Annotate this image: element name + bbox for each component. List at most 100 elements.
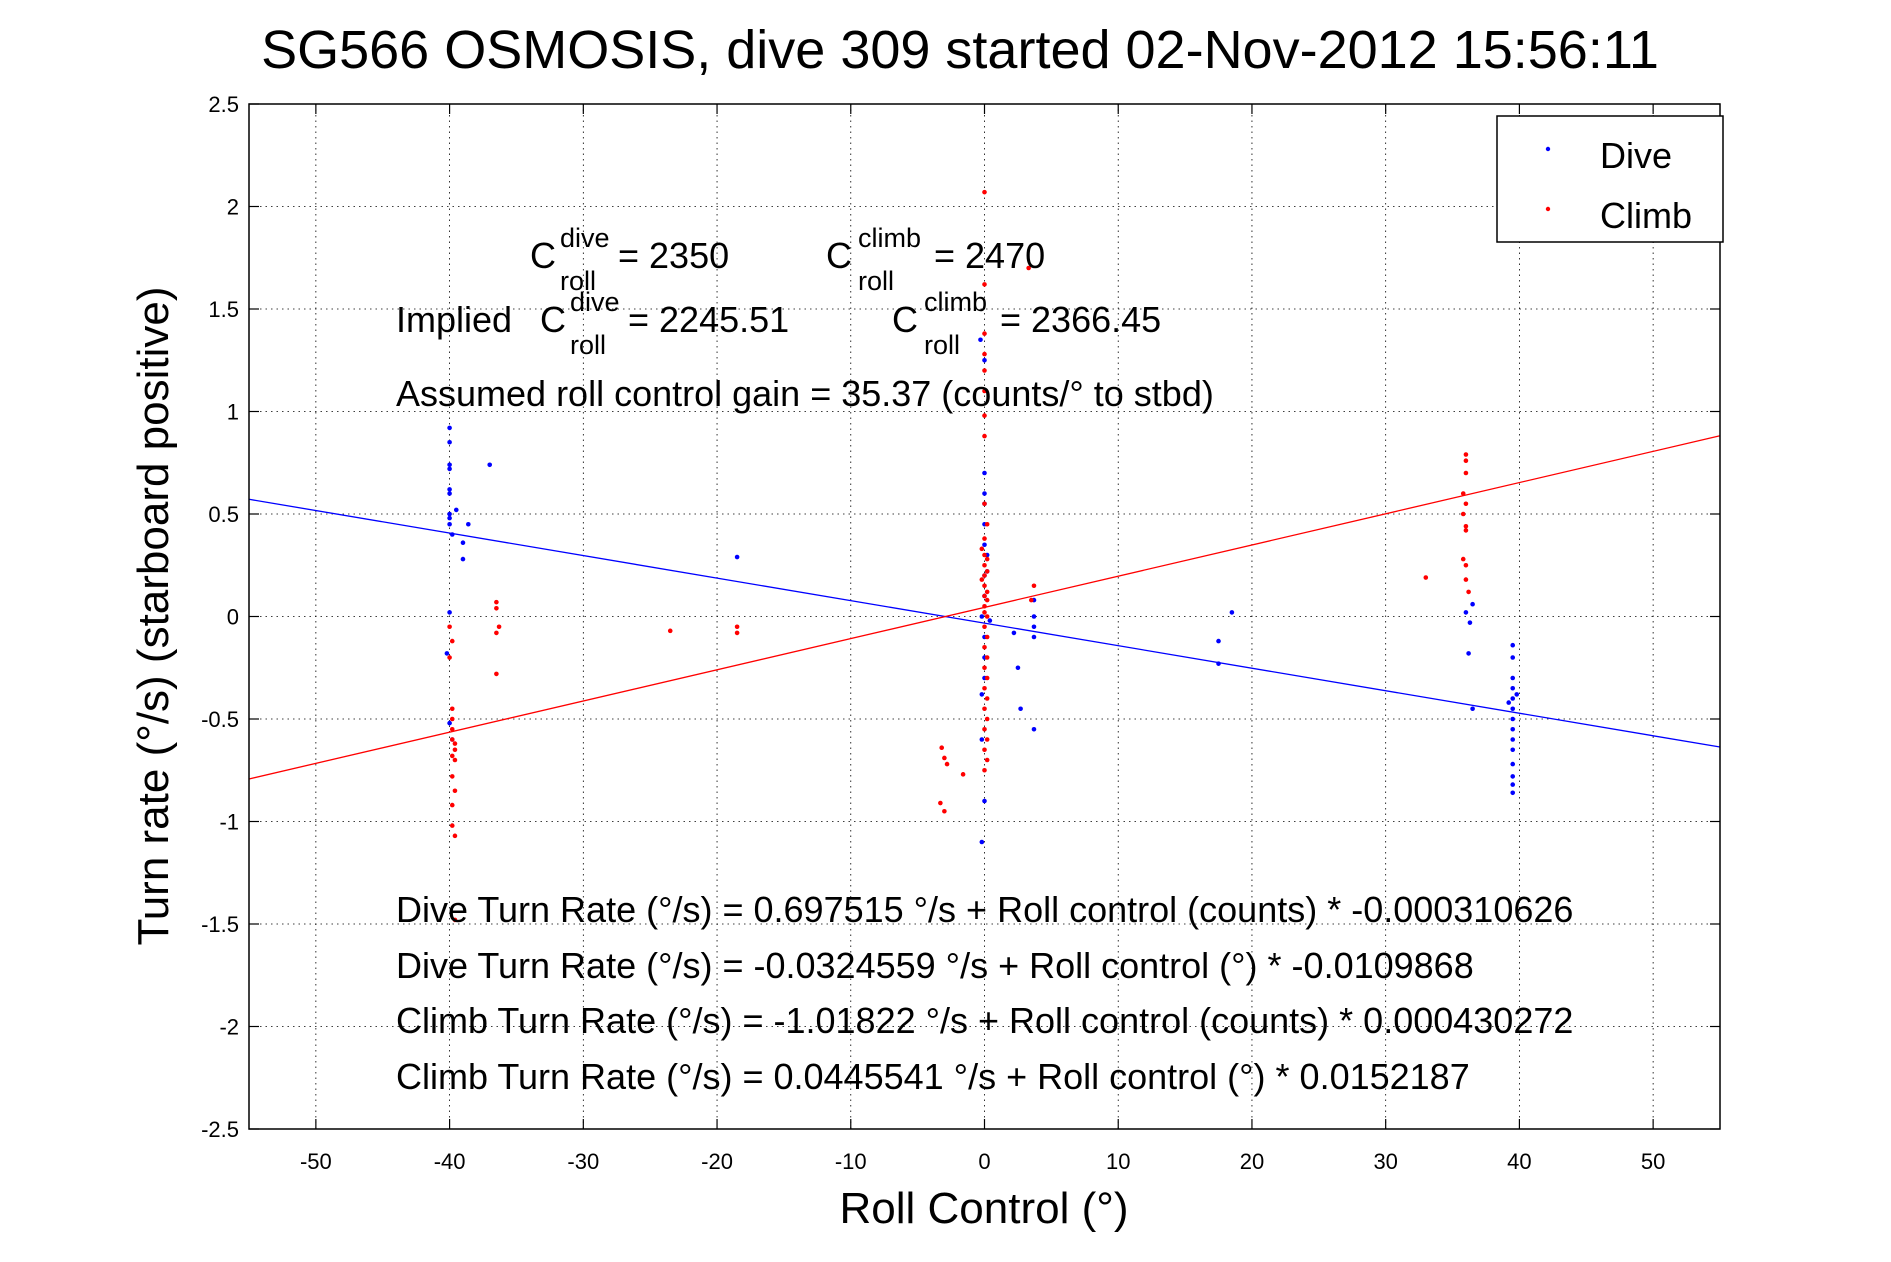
climb-point [734, 630, 740, 636]
climb-point [449, 774, 455, 779]
c-roll-dive-sup: dive [560, 223, 610, 253]
dive-point [1031, 624, 1037, 630]
x-tick-label: -40 [434, 1149, 466, 1174]
implied-dive-value: = 2245.51 [628, 299, 789, 340]
x-tick-label: 20 [1240, 1149, 1264, 1174]
climb-point [1463, 562, 1469, 568]
climb-point [982, 433, 987, 439]
axis-ticks [249, 103, 1720, 1130]
climb-point [984, 614, 990, 619]
dive-point [1463, 610, 1469, 615]
y-tick-label: -2 [219, 1015, 239, 1040]
climb-point [982, 624, 987, 630]
climb-point [960, 772, 966, 777]
climb-point [982, 388, 987, 394]
dive-point [447, 487, 452, 492]
climb-point [494, 671, 499, 677]
climb-point [1423, 575, 1429, 580]
dive-point [1514, 692, 1520, 697]
climb-point [447, 624, 452, 630]
climb-point [938, 800, 943, 806]
x-tick-labels: -50 -40 -30 -20 -10 0 10 20 30 40 50 [300, 1149, 1665, 1174]
climb-point [494, 630, 499, 636]
climb-point [496, 624, 502, 630]
dive-point [1216, 661, 1221, 666]
legend-climb-label: Climb [1600, 195, 1692, 236]
climb-point [452, 788, 458, 794]
dive-point [982, 470, 987, 476]
climb-point [942, 755, 947, 761]
climb-point [449, 823, 455, 828]
y-tick-label: -2.5 [201, 1117, 239, 1142]
climb-point [982, 501, 987, 507]
climb-point [734, 624, 740, 630]
fit-equations: Dive Turn Rate (°/s) = 0.697515 °/s + Ro… [396, 889, 1573, 1097]
climb-point [944, 761, 950, 767]
climb-point [979, 577, 985, 582]
dive-point [447, 462, 452, 468]
climb-point [982, 706, 987, 712]
y-axis-label: Turn rate (°/s) (starboard positive) [129, 286, 178, 945]
dive-point [447, 511, 452, 517]
y-tick-label: -0.5 [201, 707, 239, 732]
dive-point [1216, 638, 1221, 644]
dive-point [979, 692, 985, 697]
c-roll-climb-sup: climb [858, 223, 921, 253]
climb-point [982, 282, 987, 287]
climb-point [449, 802, 455, 808]
climb-point [984, 675, 990, 681]
c-roll-climb-sub: roll [858, 266, 894, 296]
dive-point [460, 556, 466, 562]
c-roll-climb-value: = 2470 [934, 235, 1045, 276]
climb-point [982, 644, 987, 650]
c-roll-dive-value: = 2350 [618, 235, 729, 276]
c-roll-annotation: C dive roll = 2350 C climb roll = 2470 I… [396, 223, 1214, 414]
y-tick-label: -1 [219, 810, 239, 835]
dive-point [453, 507, 459, 513]
implied-climb-sup: climb [924, 287, 987, 317]
y-tick-label: 1.5 [208, 297, 239, 322]
x-axis-label: Roll Control (°) [840, 1184, 1129, 1233]
dive-point [447, 515, 452, 521]
c-roll-dive-sub: roll [560, 266, 596, 296]
climb-point [1466, 589, 1471, 595]
climb-point [984, 569, 990, 574]
dive-point [460, 540, 466, 545]
climb-point [452, 747, 458, 753]
dive-point [734, 554, 740, 560]
climb-point [449, 706, 455, 712]
dive-point [982, 798, 987, 804]
climb-point [982, 552, 987, 558]
climb-point [449, 638, 455, 644]
dive-point [1015, 665, 1021, 671]
x-tick-label: 0 [978, 1149, 990, 1174]
dive-point [982, 542, 987, 548]
legend-box [1496, 115, 1724, 243]
dive-point [1031, 614, 1037, 619]
dive-point [1510, 747, 1516, 753]
dive-point [447, 439, 452, 445]
climb-point [1026, 265, 1031, 271]
climb-point [984, 737, 990, 742]
implied-climb-value: = 2366.45 [1000, 299, 1161, 340]
climb-point [982, 562, 987, 568]
climb-point [982, 665, 987, 671]
climb-point [982, 603, 987, 609]
dive-point [978, 337, 983, 343]
x-tick-label: 50 [1641, 1149, 1665, 1174]
data-points [444, 189, 1520, 923]
implied-dive-symbol: C [540, 299, 566, 340]
legend-dive-label: Dive [1600, 135, 1672, 176]
climb-point [982, 368, 987, 373]
climb-point [1463, 577, 1469, 582]
legend: Dive Climb [1496, 115, 1724, 243]
dive-point [979, 614, 985, 619]
implied-dive-sup: dive [570, 287, 620, 317]
y-tick-labels: -2.5 -2 -1.5 -1 -0.5 0 0.5 1 1.5 2 2.5 [201, 92, 239, 1142]
climb-point [982, 747, 987, 753]
climb-point [1463, 452, 1469, 457]
legend-dive-marker [1545, 146, 1551, 152]
x-tick-label: 10 [1106, 1149, 1130, 1174]
dive-point [1510, 790, 1516, 796]
